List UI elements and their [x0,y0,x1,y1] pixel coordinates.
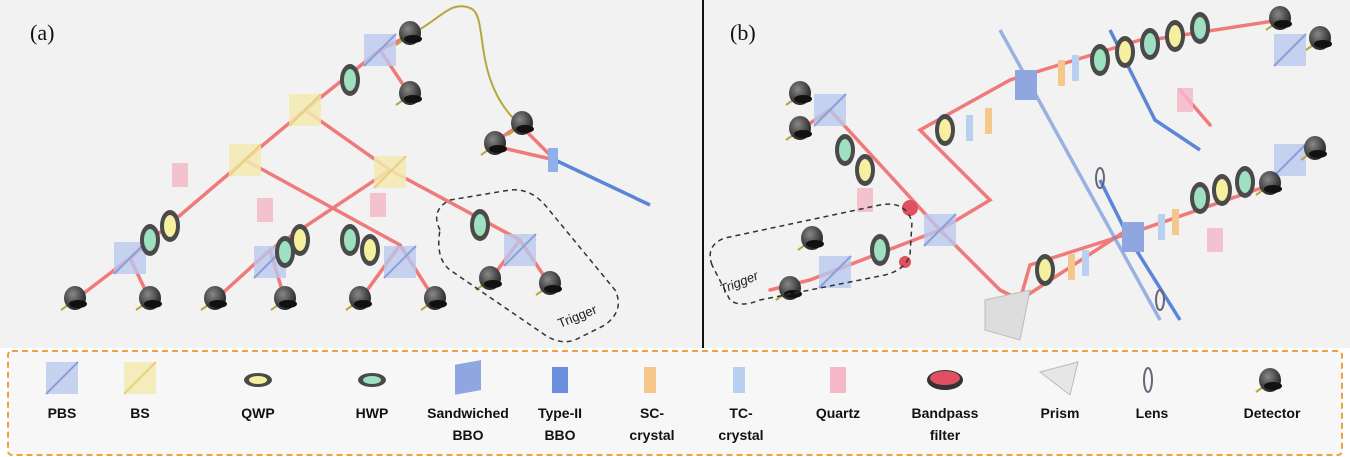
legend-label: Sandwiched [427,405,509,421]
legend-label: BBO [452,427,483,443]
legend-label: Bandpass [912,405,979,421]
legend-label: BS [130,405,149,421]
tc-crystal-icon [733,367,745,393]
tc-crystal [1072,55,1079,81]
hwp [1235,166,1255,198]
sandwiched-bbo [1122,222,1144,252]
qwp [1035,254,1055,286]
hwp [1090,44,1110,76]
legend-label: Detector [1244,405,1301,421]
panel-label: (b) [730,20,756,45]
bs [289,94,321,126]
quartz [370,193,386,217]
bs [374,156,406,188]
pbs [814,94,846,126]
hwp [340,64,360,96]
sandwiched-bbo-icon [455,360,481,395]
legend-label: crystal [629,427,674,443]
legend-label: SC- [640,405,664,421]
sc-crystal [1068,254,1075,280]
pbs [1274,34,1306,66]
legend-label: crystal [718,427,763,443]
pbs [364,34,396,66]
qwp [1165,20,1185,52]
pbs [384,246,416,278]
qwp [160,210,180,242]
sc-crystal [985,108,992,134]
legend-label: PBS [48,405,77,421]
sc-crystal [1172,209,1179,235]
quartz [257,198,273,222]
pbs [924,214,956,246]
sandwiched-bbo [1015,70,1037,100]
legend-label: TC- [729,405,753,421]
qwp [360,234,380,266]
panel-label: (a) [30,20,54,45]
bandpass-filter [899,256,911,268]
qwp [1115,36,1135,68]
sc-crystal-icon [644,367,656,393]
hwp-icon-inner [363,376,381,384]
legend-label: Prism [1041,405,1080,421]
crystal [548,148,558,172]
legend-label: BBO [544,427,575,443]
qwp [935,114,955,146]
hwp [340,224,360,256]
quartz [1177,88,1193,112]
bandpass-filter-icon-inner [930,371,960,385]
hwp [1190,182,1210,214]
bandpass-filter [902,200,918,216]
bs [229,144,261,176]
hwp [870,234,890,266]
pbs [504,234,536,266]
quartz-icon [830,367,846,393]
hwp [1140,28,1160,60]
hwp [470,209,490,241]
qwp-icon-inner [249,376,267,384]
tc-crystal [966,115,973,141]
legend-label: Type-II [538,405,582,421]
hwp [835,134,855,166]
figure: (a) Trigger [0,0,1350,457]
legend-box [8,351,1342,455]
quartz [1207,228,1223,252]
qwp [855,154,875,186]
tc-crystal [1158,214,1165,240]
sc-crystal [1058,60,1065,86]
qwp [290,224,310,256]
legend-label: QWP [241,405,274,421]
quartz [857,188,873,212]
legend-label: filter [930,427,961,443]
qwp [1212,174,1232,206]
legend-label: HWP [356,405,389,421]
legend-label: Lens [1136,405,1169,421]
tc-crystal [1082,250,1089,276]
hwp [1190,12,1210,44]
pbs-icon [46,362,78,394]
bs-icon [124,362,156,394]
hwp [140,224,160,256]
type-ii-bbo-icon [552,367,568,393]
quartz [172,163,188,187]
legend-label: Quartz [816,405,860,421]
pbs [819,256,851,288]
